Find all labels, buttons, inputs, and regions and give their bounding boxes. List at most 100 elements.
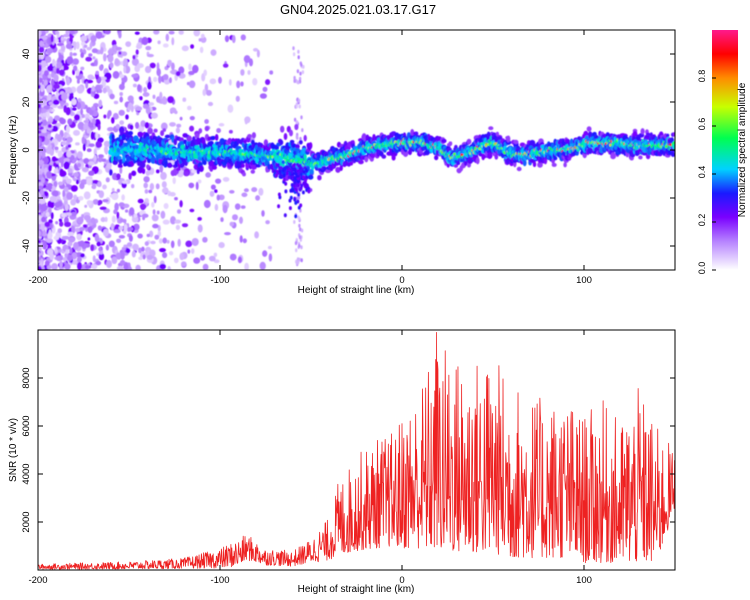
heatmap-cell: [168, 30, 175, 35]
heatmap-cell: [335, 166, 341, 173]
heatmap-cell: [304, 167, 308, 172]
heatmap-cell: [296, 257, 300, 262]
heatmap-cell: [165, 33, 170, 42]
heatmap-cell: [228, 79, 232, 86]
heatmap-cell: [240, 81, 244, 87]
heatmap-cell: [76, 78, 80, 84]
heatmap-cell: [71, 259, 79, 265]
heatmap-cell: [42, 241, 48, 250]
heatmap-cell: [381, 154, 387, 159]
heatmap-cell: [56, 61, 63, 69]
heatmap-cell: [262, 250, 268, 257]
heatmap-cell: [532, 161, 537, 168]
heatmap-cell: [118, 164, 123, 169]
heatmap-cell: [59, 221, 64, 227]
heatmap-cell: [192, 64, 199, 74]
heatmap-cell: [120, 251, 125, 260]
heatmap-cell: [210, 49, 217, 56]
heatmap-cell: [199, 254, 206, 261]
heatmap-cell: [300, 228, 304, 233]
heatmap-cell: [277, 165, 281, 170]
heatmap-cell: [86, 46, 92, 51]
heatmap-cell: [131, 58, 139, 66]
colorbar: 0.00.20.40.60.8 Normalized spectral ampl…: [697, 30, 748, 274]
heatmap-cell: [224, 231, 231, 236]
heatmap-cell: [38, 122, 42, 127]
heatmap-cell: [56, 134, 62, 143]
heatmap-cell: [243, 139, 247, 144]
heatmap-cell: [38, 165, 41, 170]
heatmap-cell: [45, 211, 50, 217]
figure-title: GN04.2025.021.03.17.G17: [280, 2, 436, 17]
heatmap-cell: [171, 37, 175, 46]
heatmap-cell: [56, 42, 65, 47]
heatmap-cell: [193, 30, 201, 37]
heatmap-cell: [94, 233, 100, 243]
heatmap-cell: [222, 176, 230, 182]
heatmap-cell: [91, 105, 96, 111]
heatmap-cell: [364, 156, 369, 163]
heatmap-cell: [293, 75, 296, 80]
heatmap-cell: [488, 126, 494, 131]
heatmap-cell: [96, 241, 101, 247]
heatmap-cell: [207, 101, 214, 107]
heatmap-cell: [294, 123, 299, 131]
heatmap-cell: [159, 263, 166, 270]
heatmap-cell: [116, 147, 121, 153]
heatmap-cell: [70, 185, 78, 192]
heatmap-cell: [298, 223, 301, 228]
heatmap-cell: [176, 123, 182, 128]
heatmap-cell: [309, 168, 314, 175]
heatmap-cell: [111, 192, 119, 201]
heatmap-cell: [105, 244, 110, 251]
heatmap-cell: [111, 117, 115, 124]
heatmap-cell: [40, 203, 48, 212]
heatmap-cell: [97, 137, 104, 143]
heatmap-cell: [84, 113, 90, 120]
heatmap-cell: [211, 135, 216, 140]
heatmap-cell: [123, 244, 128, 248]
heatmap-cell: [135, 264, 141, 270]
heatmap-cell: [295, 120, 299, 125]
heatmap-cell: [119, 120, 125, 125]
heatmap-cell: [116, 238, 122, 243]
heatmap-cell: [114, 58, 120, 66]
heatmap-cell: [137, 198, 144, 204]
heatmap-cell: [293, 162, 297, 167]
heatmap-cell: [158, 75, 162, 84]
heatmap-cell: [90, 263, 98, 269]
heatmap-cell: [127, 95, 134, 102]
heatmap-cell: [52, 58, 56, 67]
heatmap-cell: [297, 192, 301, 197]
heatmap-cell: [301, 128, 304, 133]
heatmap-cell: [61, 92, 68, 101]
heatmap-cell: [229, 190, 235, 194]
heatmap-cell: [137, 84, 142, 93]
heatmap-cell: [90, 131, 95, 140]
heatmap-cell: [148, 230, 154, 238]
heatmap-cell: [107, 54, 114, 63]
heatmap-cell: [97, 199, 103, 205]
heatmap-cell: [190, 44, 195, 49]
heatmap-cell: [215, 178, 222, 184]
heatmap-cell: [93, 93, 100, 99]
heatmap-cell: [292, 52, 296, 57]
heatmap-cell: [302, 64, 305, 69]
heatmap-cell: [53, 180, 58, 188]
heatmap-cell: [293, 167, 297, 172]
heatmap-cell: [234, 203, 241, 210]
heatmap-cell: [132, 55, 136, 60]
heatmap-cell: [86, 200, 92, 206]
y-tick-label: 6000: [21, 415, 32, 436]
heatmap-cell: [100, 217, 106, 223]
heatmap-cell: [123, 65, 127, 74]
y-tick-label: 40: [21, 49, 32, 60]
heatmap-cell: [189, 208, 195, 213]
heatmap-cell: [402, 149, 409, 157]
heatmap-cell: [40, 60, 45, 69]
heatmap-cell: [161, 96, 168, 105]
heatmap-cell: [82, 224, 88, 229]
heatmap-cell: [214, 203, 219, 211]
heatmap-cell: [255, 195, 261, 201]
heatmap-cell: [193, 257, 201, 264]
